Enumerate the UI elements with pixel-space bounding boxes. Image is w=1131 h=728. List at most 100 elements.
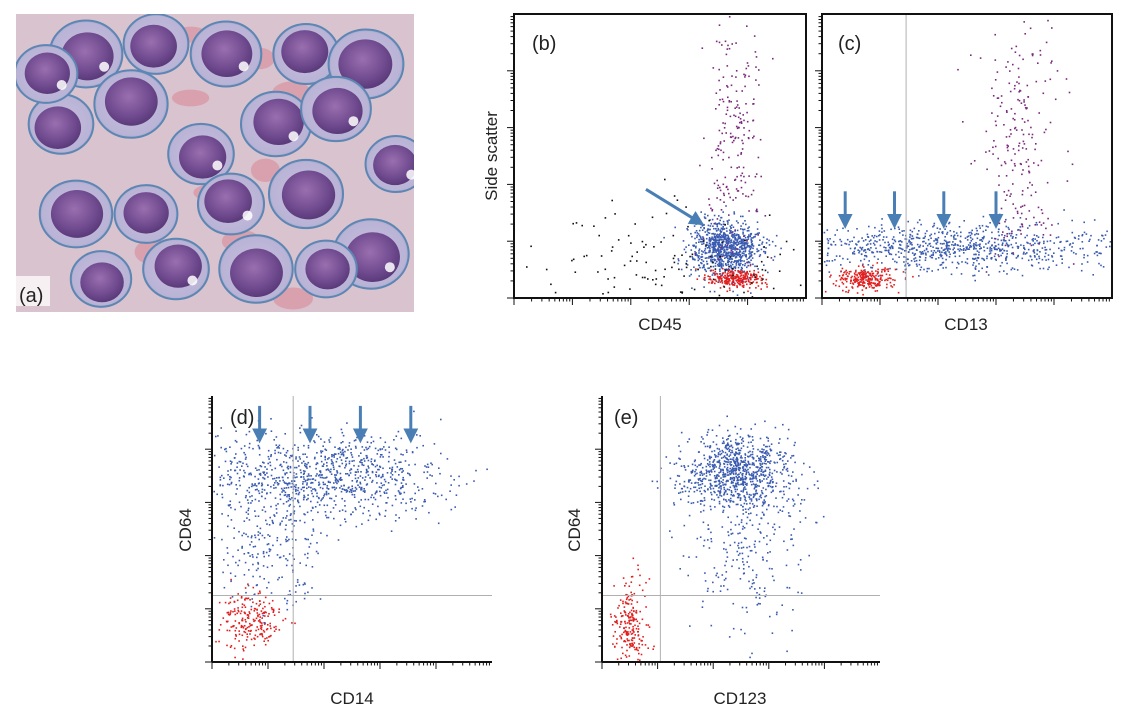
event-dot <box>709 238 711 240</box>
event-dot <box>713 222 716 225</box>
event-dot <box>1006 146 1009 149</box>
event-dot <box>365 484 368 486</box>
event-dot <box>853 236 855 239</box>
event-dot <box>1003 270 1005 272</box>
event-dot <box>1041 212 1044 215</box>
event-dot <box>697 259 700 262</box>
event-dot <box>285 461 288 464</box>
event-dot <box>714 237 717 239</box>
event-dot <box>716 235 718 238</box>
event-dot <box>883 246 885 249</box>
event-dot <box>337 480 340 483</box>
event-dot <box>268 458 270 460</box>
event-dot <box>762 456 764 459</box>
event-dot <box>251 535 253 537</box>
event-dot <box>361 462 363 464</box>
event-dot <box>374 492 377 495</box>
event-dot <box>711 236 713 238</box>
event-dot <box>1018 145 1020 147</box>
event-dot <box>943 251 946 254</box>
event-dot <box>1017 67 1020 70</box>
event-dot <box>752 281 755 283</box>
event-dot <box>277 483 280 485</box>
event-dot <box>1031 258 1033 261</box>
event-dot <box>708 236 711 239</box>
event-dot <box>235 484 237 486</box>
event-dot <box>764 269 767 272</box>
event-dot <box>1033 252 1036 254</box>
event-dot <box>970 231 972 234</box>
event-dot <box>254 484 256 487</box>
event-dot <box>711 464 714 466</box>
event-dot <box>333 517 335 520</box>
event-dot <box>849 282 852 284</box>
event-dot <box>835 255 838 257</box>
event-dot <box>688 244 690 246</box>
vacuole <box>406 169 414 180</box>
event-dot <box>1046 240 1049 243</box>
event-dot <box>1051 60 1053 62</box>
event-dot <box>769 448 772 450</box>
event-dot <box>748 256 751 259</box>
event-dot <box>678 475 681 477</box>
event-dot <box>258 492 261 495</box>
event-dot <box>329 471 331 473</box>
event-dot <box>750 480 752 483</box>
event-dot <box>369 477 371 479</box>
event-dot <box>747 238 750 240</box>
event-dot <box>721 259 723 261</box>
event-dot <box>240 597 243 599</box>
event-dot <box>394 471 397 473</box>
event-dot <box>1012 148 1015 150</box>
event-dot <box>1038 257 1041 260</box>
event-dot <box>259 621 262 624</box>
event-dot <box>974 267 977 269</box>
event-dot <box>707 214 709 217</box>
event-dot <box>1023 247 1026 249</box>
event-dot <box>322 465 325 467</box>
event-dot <box>1005 110 1008 112</box>
event-dot <box>698 229 701 232</box>
event-dot <box>246 517 248 519</box>
event-dot <box>709 243 712 245</box>
event-dot <box>731 281 733 284</box>
event-dot <box>937 236 940 239</box>
event-dot <box>966 239 969 241</box>
event-dot <box>708 198 710 200</box>
event-dot <box>930 233 933 236</box>
event-dot <box>1102 266 1105 268</box>
event-dot <box>266 492 268 494</box>
event-dot <box>750 251 753 253</box>
event-dot <box>945 246 948 248</box>
event-dot <box>861 289 864 291</box>
event-dot <box>960 273 963 275</box>
event-dot <box>1049 248 1051 251</box>
event-dot <box>772 57 774 60</box>
event-dot <box>965 246 968 249</box>
event-dot <box>240 626 243 629</box>
event-dot <box>733 114 735 117</box>
event-dot <box>732 280 735 283</box>
event-dot <box>697 256 700 259</box>
event-dot <box>311 482 314 484</box>
event-dot <box>973 246 975 248</box>
event-dot <box>888 274 891 276</box>
event-dot <box>955 232 958 234</box>
event-dot <box>859 271 862 274</box>
event-dot <box>693 288 696 291</box>
event-dot <box>745 471 748 474</box>
event-dot <box>337 452 340 455</box>
event-dot <box>732 253 735 255</box>
event-dot <box>937 247 940 250</box>
event-dot <box>882 236 885 238</box>
event-dot <box>905 244 908 247</box>
event-dot <box>725 113 728 115</box>
event-dot <box>1010 235 1012 237</box>
event-dot <box>1103 237 1105 240</box>
event-dot <box>306 482 308 484</box>
event-dot <box>394 478 396 481</box>
event-dot <box>733 460 735 462</box>
event-dot <box>991 87 993 90</box>
event-dot <box>284 433 286 435</box>
event-dot <box>215 435 217 438</box>
